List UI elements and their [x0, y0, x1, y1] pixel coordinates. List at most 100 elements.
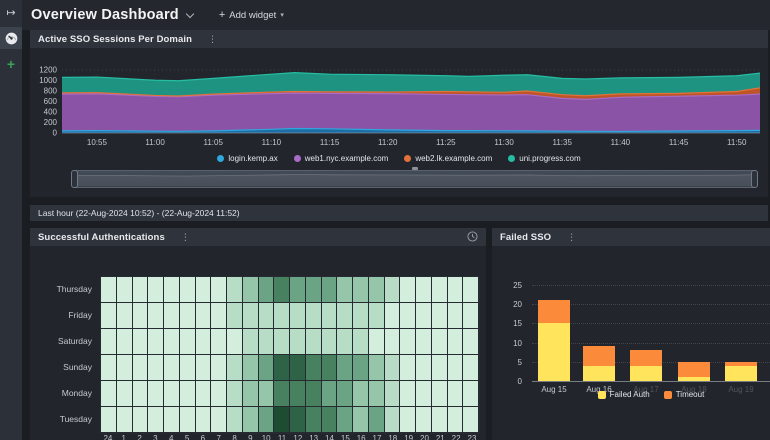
widget-menu-icon[interactable]: ⋮ — [567, 231, 577, 242]
heatmap-hour-label: 13 — [309, 434, 319, 440]
heatmap-day-labels: Thursday Friday Saturday Sunday Monday Tuesda… — [30, 276, 92, 432]
heatmap-cell — [447, 355, 464, 381]
bar-segment — [678, 377, 710, 381]
heatmap-cell — [227, 355, 243, 381]
legend-label: web1.nyc.example.com — [304, 154, 389, 163]
svg-text:11:10: 11:10 — [262, 138, 282, 147]
bar-gridline — [532, 304, 770, 306]
legend-item[interactable]: web2.lk.example.com — [404, 154, 492, 163]
heatmap-cell — [242, 381, 259, 407]
svg-text:10:55: 10:55 — [87, 138, 108, 147]
collapse-sidebar-button[interactable]: ↦ — [0, 0, 22, 24]
heatmap-cell — [148, 303, 164, 329]
heatmap-cell — [384, 277, 401, 303]
heatmap-cell — [447, 329, 464, 355]
brush-handle-right[interactable] — [751, 170, 758, 188]
heatmap-hour-label: 4 — [169, 434, 174, 440]
heatmap-cell — [431, 329, 448, 355]
heatmap-cell — [368, 355, 385, 381]
legend-item[interactable]: web1.nyc.example.com — [293, 154, 389, 163]
heatmap-cell — [290, 329, 306, 355]
heatmap-cell — [116, 277, 133, 303]
sidebar-item-dashboard[interactable] — [0, 27, 22, 49]
heatmap-cell — [384, 303, 401, 329]
heatmap-cell — [463, 277, 479, 303]
heatmap-cell — [227, 381, 243, 407]
bar-gridline — [532, 285, 770, 286]
heatmap-cell — [195, 355, 212, 381]
add-widget-button[interactable]: + Add widget ▾ — [219, 9, 284, 21]
brush-notch-handle[interactable] — [411, 167, 418, 170]
bar-ytick-label: 25 — [513, 281, 522, 290]
svg-text:0: 0 — [53, 129, 58, 138]
heatmap-row — [101, 303, 479, 329]
heatmap-hour-label: 22 — [451, 434, 461, 440]
heatmap-cell — [416, 407, 432, 433]
heatmap-cell — [148, 329, 164, 355]
heatmap-row-label: Saturday — [57, 336, 92, 346]
heatmap-cell — [101, 381, 117, 407]
heatmap-cell — [400, 277, 416, 303]
heatmap-cell — [101, 277, 117, 303]
heatmap-cell — [305, 381, 322, 407]
heatmap-cell — [353, 303, 369, 329]
legend-item[interactable]: Failed Auth — [597, 390, 650, 399]
add-dashboard-button[interactable]: + — [0, 53, 22, 75]
heatmap-cell — [132, 407, 149, 433]
widget-menu-icon[interactable]: ⋮ — [180, 231, 190, 242]
heatmap-cell — [353, 355, 369, 381]
heatmap-hour-label: 10 — [261, 434, 271, 440]
legend-item[interactable]: Timeout — [663, 390, 705, 399]
heatmap-cell — [258, 329, 275, 355]
widget-menu-icon[interactable]: ⋮ — [208, 33, 218, 44]
brush-handle-left[interactable] — [71, 170, 78, 188]
heatmap-cell — [258, 381, 275, 407]
sso-area-chart: 0 200 400 600 800 1000 1200 10:55 11:00 11:05 11:1… — [30, 50, 768, 153]
time-range-brush[interactable] — [71, 167, 758, 188]
heatmap-cell — [384, 407, 401, 433]
bar-segment — [583, 365, 615, 381]
heatmap-hour-label: 1 — [121, 434, 126, 440]
heatmap-cell — [321, 329, 338, 355]
legend-item[interactable]: login.kemp.ax — [217, 154, 278, 163]
heatmap-cell — [164, 303, 180, 329]
heatmap-hour-label: 12 — [293, 434, 303, 440]
bar-category-label: Aug 15 — [541, 385, 567, 394]
heatmap-cell — [305, 277, 322, 303]
heatmap-cell — [132, 381, 149, 407]
failed-sso-legend: Failed Auth Timeout — [532, 390, 770, 399]
bar-baseline — [532, 381, 770, 382]
heatmap-cell — [116, 381, 133, 407]
heatmap-cell — [368, 329, 385, 355]
heatmap-cell — [211, 303, 227, 329]
svg-text:11:45: 11:45 — [669, 138, 689, 147]
heatmap-cell — [116, 355, 133, 381]
heatmap-row-label: Sunday — [63, 362, 92, 372]
bar-ytick-label: 15 — [513, 319, 522, 329]
bar-segment — [725, 365, 757, 381]
heatmap-cell — [116, 329, 133, 355]
heatmap-cell — [179, 303, 196, 329]
chevron-down-icon[interactable] — [185, 9, 195, 18]
heatmap-row — [101, 329, 479, 355]
bar-gridline — [532, 323, 770, 325]
heatmap-cell — [164, 381, 180, 407]
heatmap-cell — [274, 381, 290, 407]
gauge-icon — [5, 32, 17, 44]
heatmap-cell — [211, 277, 227, 303]
heatmap-hour-label: 3 — [153, 434, 158, 440]
svg-text:11:35: 11:35 — [553, 138, 573, 147]
heatmap-hour-label: 9 — [248, 434, 253, 440]
heatmap-row-label: Thursday — [56, 284, 92, 294]
heatmap-cell — [101, 355, 117, 381]
heatmap-cell — [290, 381, 306, 407]
heatmap-cell — [258, 407, 275, 433]
legend-item[interactable]: uni.progress.com — [508, 154, 581, 163]
svg-text:11:00: 11:00 — [145, 138, 165, 147]
bar-category-label: Aug 16 — [586, 385, 612, 394]
heatmap-cell — [431, 355, 448, 381]
heatmap-cell — [195, 407, 212, 433]
heatmap-cell — [227, 329, 243, 355]
legend-label: Timeout — [675, 390, 705, 399]
